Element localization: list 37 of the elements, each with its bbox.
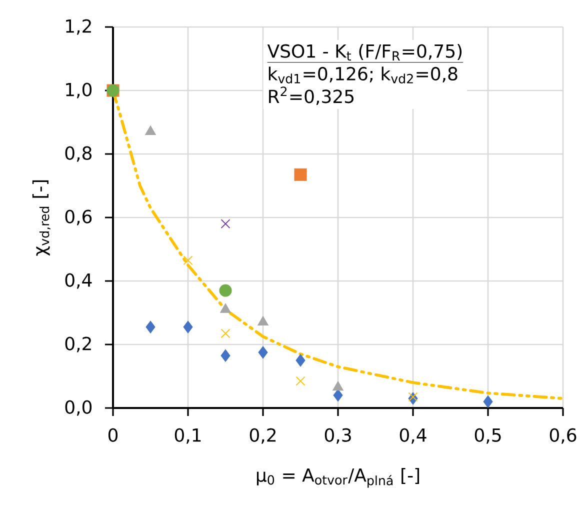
y-tick-label: 0,6 — [65, 210, 92, 226]
point — [220, 219, 230, 229]
point — [146, 320, 156, 334]
point — [219, 284, 232, 297]
point — [332, 381, 344, 391]
point — [220, 349, 230, 362]
x-tick-label: 0,5 — [474, 428, 501, 444]
point — [258, 316, 268, 326]
point — [258, 346, 268, 359]
point — [183, 320, 193, 334]
y-tick-label: 0,0 — [65, 400, 92, 416]
point — [296, 376, 306, 386]
x-tick-label: 0,6 — [550, 428, 576, 444]
annotation: VSO1 - K$_{t}$ (F/F$_{R}$=0,75) — [267, 44, 462, 60]
point — [333, 389, 343, 402]
point — [183, 256, 193, 266]
point — [294, 168, 307, 181]
point — [220, 328, 230, 338]
point — [408, 392, 418, 402]
annotation: R$^{2}$=0,325 — [269, 86, 354, 106]
y-tick-label: 1,2 — [66, 19, 91, 35]
point — [220, 303, 231, 313]
x-tick-label: 0,4 — [400, 428, 426, 444]
annotation: k$_{vd1}$=0,126; k$_{vd2}$=0,8 — [268, 66, 458, 84]
x-tick-label: 0,3 — [324, 428, 351, 444]
x-tick-label: 0 — [108, 428, 118, 442]
x-tick-label: 0,1 — [174, 428, 201, 444]
y-tick-label: 1,0 — [66, 82, 92, 98]
y-axis-title: χ$_{vd,red}$ [-] — [32, 180, 51, 256]
point — [483, 395, 493, 408]
y-tick-label: 0,8 — [65, 146, 92, 162]
y-tick-label: 0,2 — [65, 336, 91, 352]
y-tick-label: 0,4 — [65, 273, 92, 289]
x-axis-title: μ$_{0}$ = A$_{otvor}$/A$_{plná}$ [-] — [256, 468, 420, 488]
point — [145, 126, 156, 136]
point — [296, 354, 306, 367]
x-tick-label: 0,2 — [250, 428, 276, 444]
